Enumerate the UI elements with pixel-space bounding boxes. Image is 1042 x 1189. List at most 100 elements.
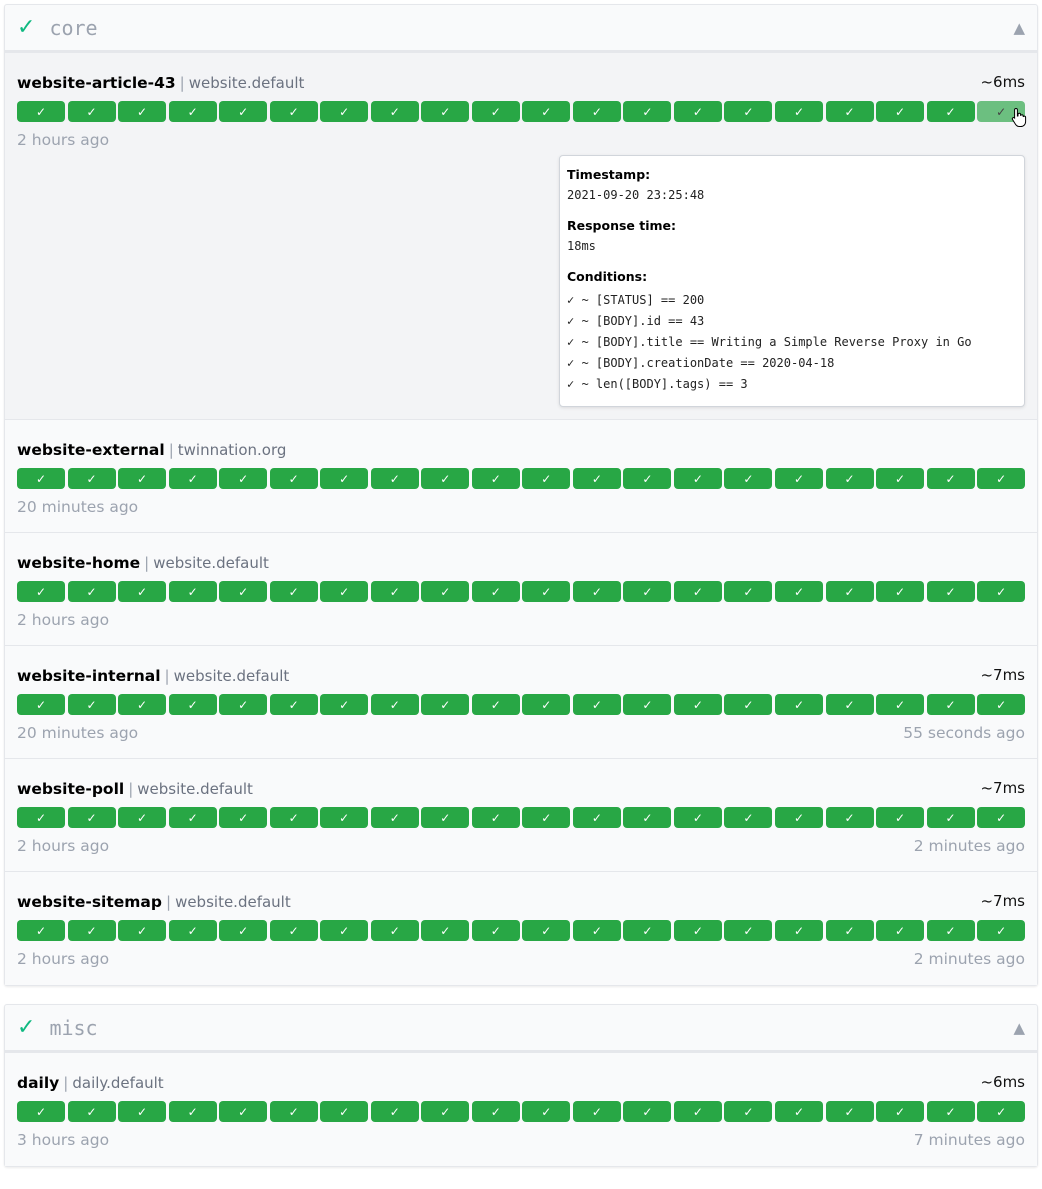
result-bar-success[interactable]: ✓ [67,581,116,602]
result-bar-success[interactable]: ✓ [977,581,1026,602]
result-bar-success[interactable]: ✓ [977,807,1026,828]
result-bar-success[interactable]: ✓ [269,581,318,602]
result-bar-success[interactable]: ✓ [370,101,419,122]
result-bar-success[interactable]: ✓ [522,581,571,602]
result-bar-success[interactable]: ✓ [67,468,116,489]
result-bar-success[interactable]: ✓ [876,920,925,941]
result-bar-success[interactable]: ✓ [219,468,268,489]
collapse-arrow-icon[interactable]: ▲ [1013,1019,1025,1037]
group-header[interactable]: ✓ core ▲ [5,5,1037,53]
result-bar-success[interactable]: ✓ [118,920,167,941]
result-bar-success[interactable]: ✓ [219,101,268,122]
result-bar-success[interactable]: ✓ [774,581,823,602]
result-bar-success[interactable]: ✓ [320,694,369,715]
result-bar-success[interactable]: ✓ [572,468,621,489]
result-bar-success[interactable]: ✓ [774,468,823,489]
result-bar-success[interactable]: ✓ [67,1101,116,1122]
result-bar-success[interactable]: ✓ [168,807,217,828]
result-bar-success[interactable]: ✓ [219,581,268,602]
result-bar-success[interactable]: ✓ [724,468,773,489]
result-bar-success[interactable]: ✓ [471,807,520,828]
result-bar-success[interactable]: ✓ [168,1101,217,1122]
result-bar-success[interactable]: ✓ [471,920,520,941]
group-header[interactable]: ✓ misc ▲ [5,1005,1037,1053]
endpoint-name[interactable]: website-home [17,554,141,572]
endpoint-row[interactable]: daily | daily.default ~6ms ✓ ✓ ✓ ✓ ✓ ✓ ✓ ✓ ✓ ✓ ✓ ✓ ✓ ✓ ✓… [5,1053,1037,1166]
result-bar-success[interactable]: ✓ [673,581,722,602]
result-bar-success[interactable]: ✓ [118,581,167,602]
result-bar-success[interactable]: ✓ [673,694,722,715]
result-bar-success[interactable]: ✓ [168,581,217,602]
endpoint-name[interactable]: website-article-43 [17,74,176,92]
result-bar-success[interactable]: ✓ [17,807,66,828]
result-bar-success[interactable]: ✓ [673,920,722,941]
result-bar-success[interactable]: ✓ [320,920,369,941]
result-bar-success[interactable]: ✓ [118,468,167,489]
endpoint-name[interactable]: website-poll [17,780,125,798]
result-bar-success[interactable]: ✓ [825,101,874,122]
result-bar-success[interactable]: ✓ [269,694,318,715]
result-bar-success[interactable]: ✓ [926,468,975,489]
endpoint-name[interactable]: daily [17,1074,60,1092]
result-bar-success[interactable]: ✓ [522,101,571,122]
result-bar-success[interactable]: ✓ [421,694,470,715]
result-bar-success[interactable]: ✓ [421,468,470,489]
result-bar-success[interactable]: ✓ [219,807,268,828]
result-bar-success[interactable]: ✓ [522,920,571,941]
result-bar-success[interactable]: ✓ [118,101,167,122]
result-bar-success[interactable]: ✓ [269,101,318,122]
result-bar-success[interactable]: ✓ [320,807,369,828]
result-bar-success[interactable]: ✓ [876,101,925,122]
result-bar-success[interactable]: ✓ [320,581,369,602]
result-bar-success[interactable]: ✓ [673,807,722,828]
result-bar-success[interactable]: ✓ [572,581,621,602]
result-bar-success[interactable]: ✓ [219,920,268,941]
result-bar-success[interactable]: ✓ [370,694,419,715]
result-bar-success[interactable]: ✓ [825,807,874,828]
result-bar-success[interactable]: ✓ [522,1101,571,1122]
result-bar-success[interactable]: ✓ [471,101,520,122]
result-bar-success[interactable]: ✓ [825,468,874,489]
result-bar-success[interactable]: ✓ [17,920,66,941]
result-bar-success[interactable]: ✓ [421,920,470,941]
result-bar-success[interactable]: ✓ [370,581,419,602]
result-bar-success[interactable]: ✓ [926,694,975,715]
result-bar-success[interactable]: ✓ [774,920,823,941]
endpoint-row[interactable]: website-poll | website.default ~7ms ✓ ✓ ✓ ✓ ✓ ✓… [5,759,1037,872]
result-bar-success[interactable]: ✓ [926,1101,975,1122]
result-bar-success[interactable]: ✓ [219,1101,268,1122]
result-bar-success[interactable]: ✓ [623,920,672,941]
result-bar-success[interactable]: ✓ [926,920,975,941]
result-bar-success[interactable]: ✓ [118,1101,167,1122]
result-bar-success[interactable]: ✓ [724,920,773,941]
result-bar-success[interactable]: ✓ [623,101,672,122]
result-bar-success[interactable]: ✓ [67,807,116,828]
endpoint-row[interactable]: website-internal | website.default ~7ms ✓ ✓… [5,646,1037,759]
result-bar-success[interactable]: ✓ [269,468,318,489]
collapse-arrow-icon[interactable]: ▲ [1013,19,1025,37]
result-bar-success[interactable]: ✓ [724,807,773,828]
result-bar-success[interactable]: ✓ [421,807,470,828]
result-bar-success[interactable]: ✓ [774,694,823,715]
result-bar-success[interactable]: ✓ [67,920,116,941]
result-bar-success[interactable]: ✓ [825,694,874,715]
result-bar-success[interactable]: ✓ [774,101,823,122]
endpoint-name[interactable]: website-sitemap [17,893,162,911]
result-bar-success[interactable]: ✓ [572,807,621,828]
result-bar-success[interactable]: ✓ [370,920,419,941]
result-bar-success[interactable]: ✓ [977,468,1026,489]
result-bar-success[interactable]: ✓ [623,468,672,489]
result-bar-success[interactable]: ✓ [421,1101,470,1122]
result-bar-success[interactable]: ✓ [876,581,925,602]
result-bar-success[interactable]: ✓ [724,1101,773,1122]
result-bar-success[interactable]: ✓ [17,468,66,489]
result-bar-success[interactable]: ✓ [269,1101,318,1122]
result-bar-success[interactable]: ✓ [118,694,167,715]
result-bar-success[interactable]: ✓ [977,920,1026,941]
endpoint-name[interactable]: website-internal [17,667,161,685]
result-bar-success[interactable]: ✓ [17,694,66,715]
endpoint-row[interactable]: website-sitemap | website.default ~7ms ✓ ✓ ✓… [5,872,1037,985]
result-bar-success[interactable]: ✓ [168,920,217,941]
result-bar-success[interactable]: ✓ [774,807,823,828]
result-bar-success[interactable]: ✓ [522,694,571,715]
